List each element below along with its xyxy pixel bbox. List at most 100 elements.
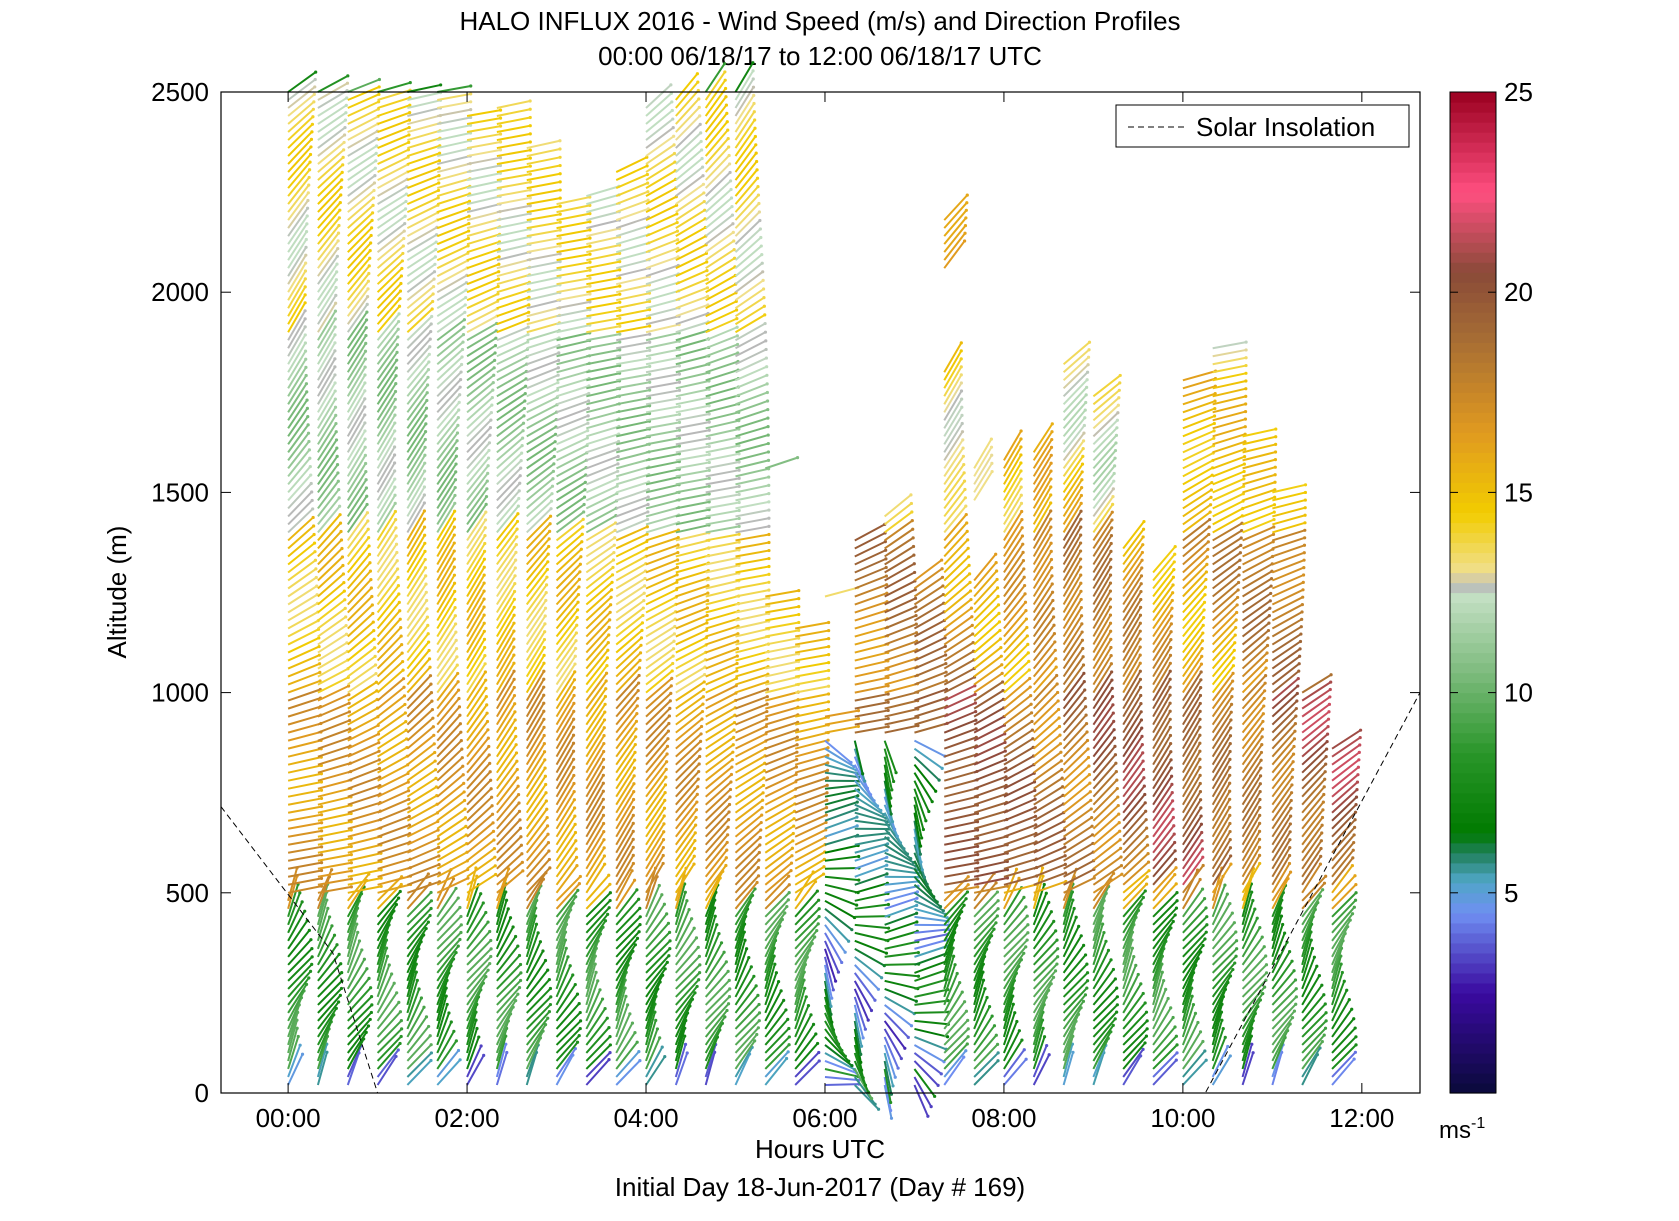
wind-vector-head: [519, 467, 522, 470]
wind-vector-head: [767, 459, 770, 462]
wind-vector-head: [328, 915, 331, 918]
wind-vector-head: [397, 896, 400, 899]
wind-vector-head: [610, 588, 613, 591]
wind-vector-head: [543, 630, 546, 633]
wind-vector-head: [469, 108, 472, 111]
wind-vector-head: [872, 799, 875, 802]
wind-vector-head: [559, 236, 562, 239]
wind-vector-head: [458, 714, 461, 717]
wind-vector-head: [549, 507, 552, 510]
wind-vector-head: [930, 1105, 933, 1108]
wind-vector-head: [491, 821, 494, 824]
wind-vector-head: [457, 896, 460, 899]
wind-vector-head: [940, 1072, 943, 1075]
wind-vector-head: [363, 373, 366, 376]
wind-vector-head: [757, 202, 760, 205]
wind-vector-head: [840, 1049, 843, 1052]
wind-vector-head: [941, 584, 944, 587]
wind-vector-head: [407, 806, 410, 809]
wind-vector-head: [696, 72, 699, 75]
wind-vector-head: [393, 437, 396, 440]
wind-vector-head: [761, 270, 764, 273]
wind-vector-head: [453, 510, 456, 513]
wind-vector-head: [738, 469, 741, 472]
wind-vector-head: [765, 717, 768, 720]
wind-vector-head: [557, 366, 560, 369]
wind-vector-head: [708, 485, 711, 488]
wind-vector: [825, 1084, 859, 1085]
wind-vector-head: [606, 649, 609, 652]
wind-vector-head: [714, 915, 717, 918]
wind-vector-head: [931, 800, 934, 803]
wind-vector-head: [364, 334, 367, 337]
wind-vector-head: [369, 570, 372, 573]
wind-vector-head: [766, 391, 769, 394]
wind-vector-head: [663, 799, 666, 802]
wind-vector-head: [686, 1051, 689, 1054]
wind-vector-head: [579, 1011, 582, 1014]
wind-vector-head: [366, 511, 369, 514]
wind-vector-head: [588, 245, 591, 248]
wind-vector-head: [602, 830, 605, 833]
wind-vector-head: [342, 156, 345, 159]
wind-vector-head: [767, 517, 770, 520]
wind-vector-head: [968, 564, 971, 567]
wind-vector-head: [990, 454, 993, 457]
wind-vector-head: [976, 869, 979, 872]
wind-vector-head: [826, 776, 829, 779]
wind-vector-head: [487, 456, 490, 459]
wind-vector-head: [306, 415, 309, 418]
wind-vector-head: [343, 141, 346, 144]
wind-vector-head: [758, 851, 761, 854]
wind-vector-head: [425, 414, 428, 417]
wind-vector-head: [634, 743, 637, 746]
wind-vector-head: [330, 868, 333, 871]
wind-vector-head: [514, 935, 517, 938]
wind-vector-head: [304, 269, 307, 272]
wind-vector-head: [469, 92, 472, 95]
wind-vector-head: [514, 559, 517, 562]
wind-vector-head: [602, 798, 605, 801]
wind-vector-head: [607, 1058, 610, 1061]
wind-vector-head: [919, 853, 922, 856]
wind-vector-head: [456, 424, 459, 427]
wind-vector-head: [394, 382, 397, 385]
wind-vector-head: [767, 475, 770, 478]
wind-vector-head: [373, 181, 376, 184]
wind-vector-head: [761, 799, 764, 802]
wind-vector-head: [490, 411, 493, 414]
wind-vector-head: [822, 873, 825, 876]
wind-vector-head: [513, 710, 516, 713]
wind-vector-head: [574, 655, 577, 658]
wind-vector-head: [574, 983, 577, 986]
wind-vector-head: [310, 490, 313, 493]
wind-vector-head: [941, 767, 944, 770]
wind-vector-head: [608, 1051, 611, 1054]
wind-vector-head: [738, 525, 741, 528]
wind-vector-head: [767, 533, 770, 536]
wind-vector-head: [694, 831, 697, 834]
wind-vector-head: [433, 263, 436, 266]
wind-vector-head: [304, 285, 307, 288]
wind-vector-head: [489, 955, 492, 958]
wind-vector-head: [544, 959, 547, 962]
wind-vector-head: [855, 808, 858, 811]
wind-vector-head: [367, 528, 370, 531]
wind-vector-head: [335, 278, 338, 281]
wind-vector-head: [965, 201, 968, 204]
wind-vector-head: [602, 774, 605, 777]
wind-vector-head: [378, 78, 381, 81]
wind-vector-head: [434, 768, 437, 771]
wind-vector-head: [395, 359, 398, 362]
wind-vector-head: [363, 413, 366, 416]
wind-vector-head: [545, 591, 548, 594]
wind-vector-head: [914, 597, 917, 600]
wind-vector-head: [696, 985, 699, 988]
wind-vector-head: [913, 562, 916, 565]
wind-vector-head: [537, 931, 540, 934]
wind-vector-head: [461, 340, 464, 343]
wind-vector-head: [572, 774, 575, 777]
wind-vector-head: [827, 685, 830, 688]
wind-vector-head: [859, 1061, 862, 1064]
wind-vector-head: [607, 1026, 610, 1029]
